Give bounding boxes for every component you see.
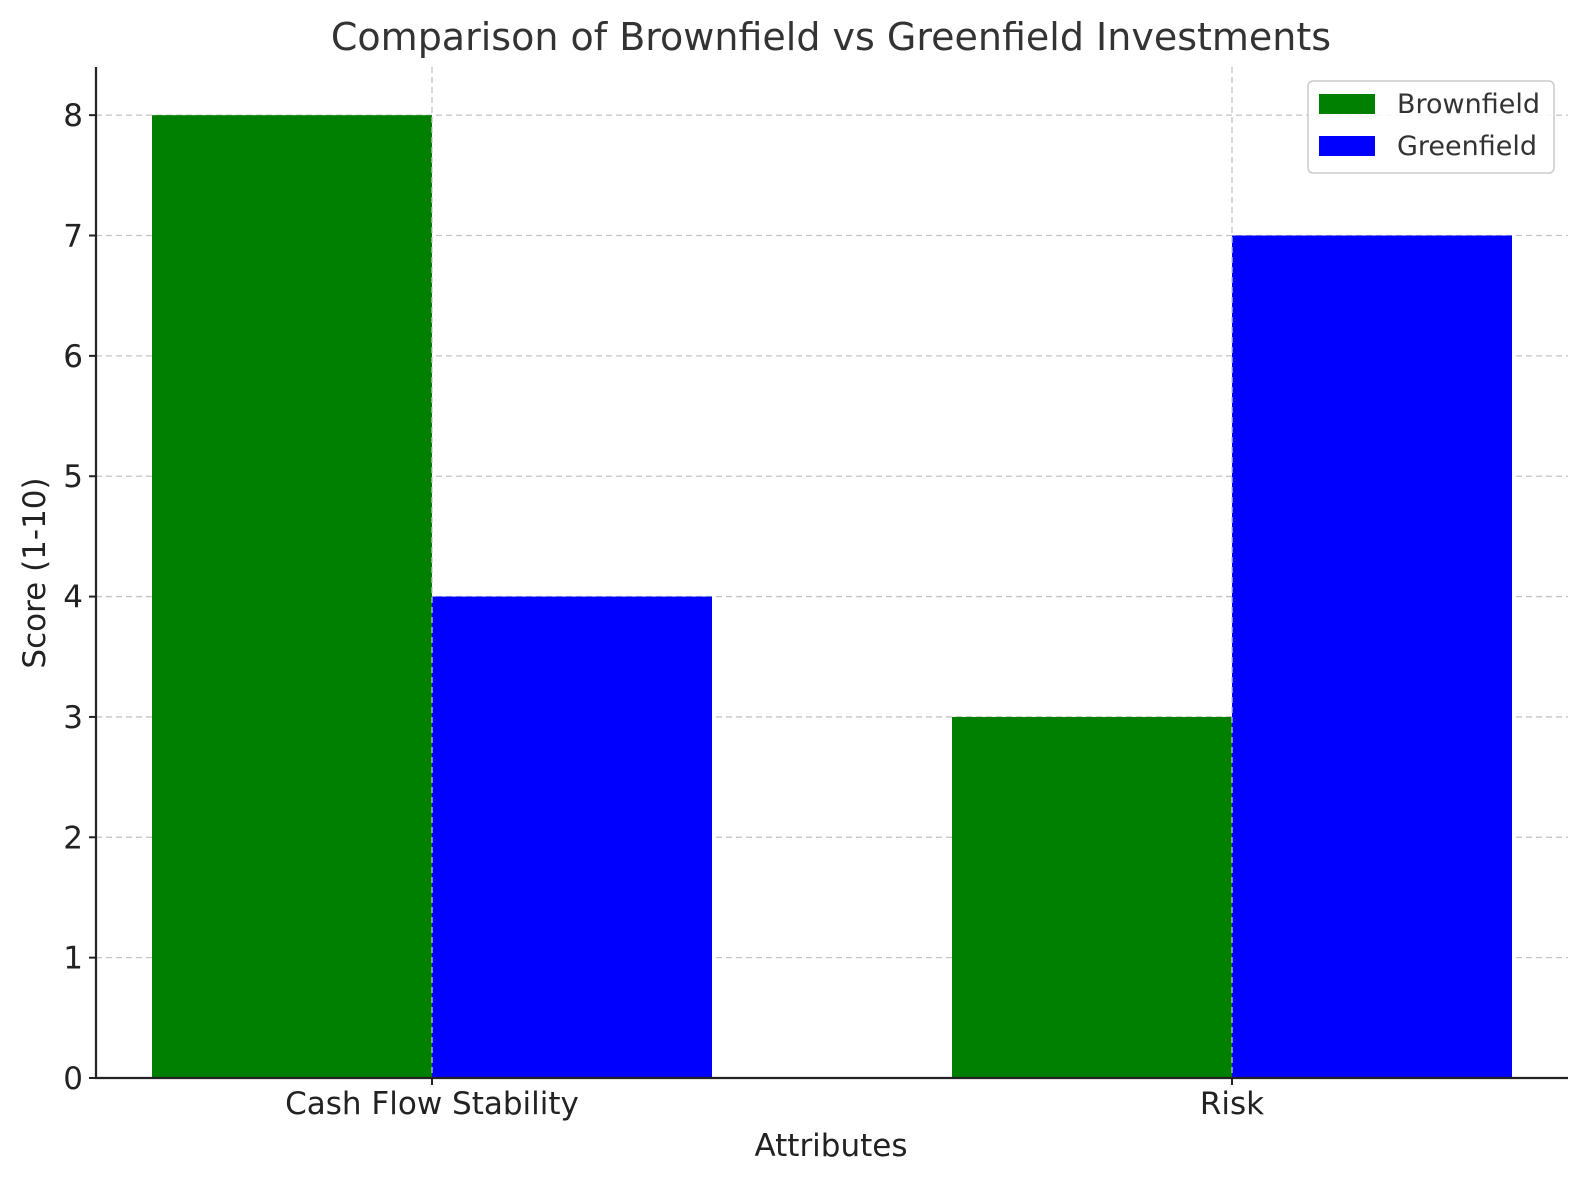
y-tick-label: 5 <box>63 459 83 495</box>
bar-brownfield-risk <box>952 716 1232 1078</box>
y-tick-label: 6 <box>63 339 83 375</box>
bar-greenfield-risk <box>1232 235 1512 1078</box>
y-tick-label: 2 <box>63 820 83 856</box>
bars <box>152 115 1512 1078</box>
y-tick-label: 1 <box>63 941 83 977</box>
vertical-grid-lines <box>431 67 1233 1078</box>
legend-swatch-greenfield <box>1319 136 1375 156</box>
y-ticks: 0 1 2 3 4 5 6 7 8 <box>63 98 96 1097</box>
y-tick-label: 4 <box>63 580 83 616</box>
chart-title: Comparison of Brownfield vs Greenfield I… <box>331 15 1331 59</box>
y-axis-label: Score (1-10) <box>17 477 53 668</box>
bar-greenfield-cash-flow-stability <box>432 596 712 1078</box>
x-axis-label: Attributes <box>754 1128 907 1164</box>
y-tick-label: 7 <box>63 219 83 255</box>
y-tick-label: 3 <box>63 700 83 736</box>
bar-brownfield-cash-flow-stability <box>152 115 432 1078</box>
legend-label-brownfield: Brownfield <box>1397 89 1540 120</box>
legend-swatch-brownfield <box>1319 94 1375 114</box>
x-tick-label: Risk <box>1200 1086 1264 1122</box>
x-tick-label: Cash Flow Stability <box>285 1086 579 1122</box>
x-ticks: Cash Flow Stability Risk <box>285 1078 1264 1122</box>
legend: Brownfield Greenfield <box>1307 80 1555 174</box>
legend-label-greenfield: Greenfield <box>1397 131 1537 162</box>
y-tick-label: 0 <box>63 1061 83 1097</box>
y-tick-label: 8 <box>63 98 83 134</box>
